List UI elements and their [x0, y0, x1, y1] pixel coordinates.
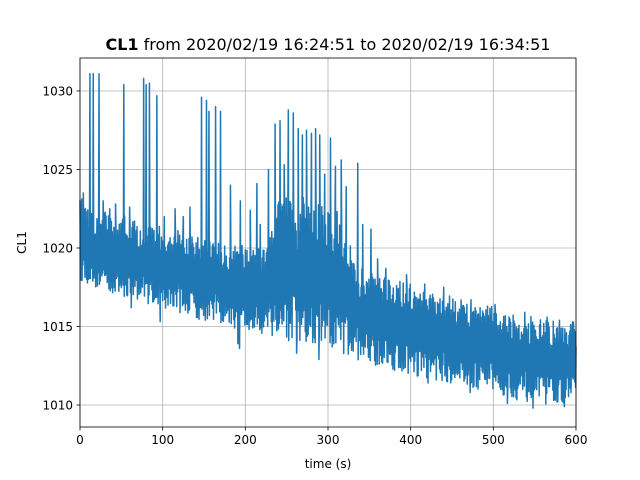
y-tick-label: 1030 [42, 84, 73, 98]
x-tick-label: 300 [317, 433, 340, 447]
y-axis: 1010 1015 1020 1025 1030 [42, 84, 80, 412]
y-axis-label: CL1 [15, 231, 29, 254]
data-series [79, 72, 577, 409]
x-tick-label: 0 [76, 433, 84, 447]
y-tick-label: 1020 [42, 241, 73, 255]
chart-title-bold: CL1 [105, 35, 138, 54]
x-axis-label: time (s) [305, 457, 352, 471]
y-tick-label: 1015 [42, 320, 73, 334]
x-tick-label: 400 [399, 433, 422, 447]
y-tick-label: 1010 [42, 398, 73, 412]
x-tick-label: 100 [151, 433, 174, 447]
chart-title: CL1 from 2020/02/19 16:24:51 to 2020/02/… [105, 35, 550, 54]
series-line-cl1 [79, 72, 577, 409]
x-axis: 0 100 200 300 400 500 600 [76, 427, 587, 447]
x-tick-label: 500 [482, 433, 505, 447]
x-tick-label: 600 [565, 433, 588, 447]
x-tick-label: 200 [234, 433, 257, 447]
y-tick-label: 1025 [42, 163, 73, 177]
chart-title-rest: from 2020/02/19 16:24:51 to 2020/02/19 1… [139, 35, 551, 54]
